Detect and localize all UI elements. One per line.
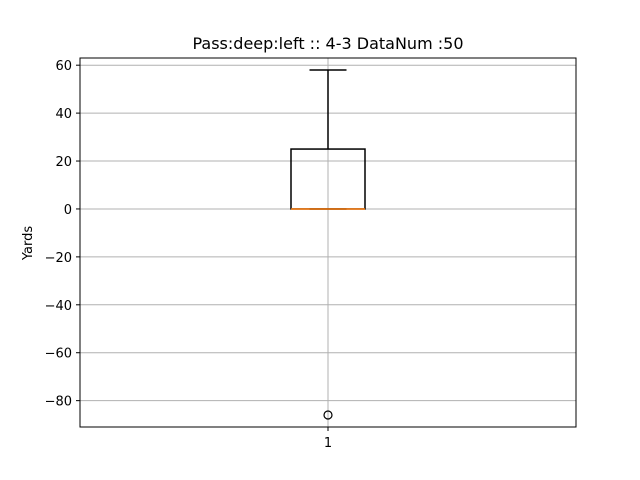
y-tick-label: −20 — [45, 251, 72, 266]
y-axis-label: Yards — [21, 226, 36, 261]
y-axis: 60 40 20 0 −20 −40 −60 −80 — [45, 59, 80, 410]
y-tick-label: 40 — [55, 107, 72, 122]
y-tick-label: 0 — [64, 203, 72, 218]
y-tick-label: −60 — [45, 347, 72, 362]
grid-layer — [80, 58, 576, 427]
y-tick-label: 20 — [55, 155, 72, 170]
y-tick-label: −80 — [45, 395, 72, 410]
outlier-point — [323, 410, 333, 420]
box-layer — [290, 69, 366, 420]
x-axis: 1 — [324, 427, 332, 451]
y-tick-label: −40 — [45, 299, 72, 314]
chart-title: Pass:deep:left :: 4-3 DataNum :50 — [192, 34, 463, 53]
x-tick-label: 1 — [324, 436, 332, 451]
y-tick-label: 60 — [55, 59, 72, 74]
